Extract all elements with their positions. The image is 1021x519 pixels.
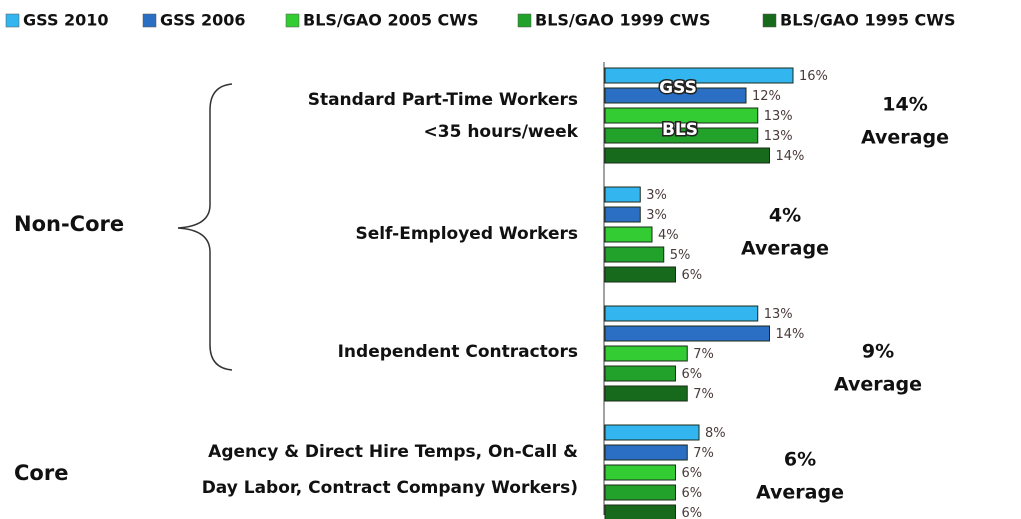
bar: [604, 424, 700, 441]
bar: [604, 385, 688, 402]
bar: [604, 325, 770, 342]
value-label: 6%: [682, 486, 703, 501]
value-label: 3%: [646, 208, 667, 223]
average-label: Average: [741, 238, 829, 260]
value-label: 13%: [764, 109, 793, 124]
value-label: 4%: [658, 228, 679, 243]
bar: [604, 147, 770, 164]
bar: [604, 226, 653, 243]
average-label: Average: [861, 127, 949, 149]
bar: [604, 246, 665, 263]
bar: [604, 87, 747, 104]
category-label: Self-Employed Workers: [355, 224, 578, 244]
group-label: Non-Core: [14, 212, 124, 236]
value-label: 5%: [670, 248, 691, 263]
legend-label: BLS/GAO 1999 CWS: [535, 11, 710, 30]
category-label: <35 hours/week: [424, 122, 579, 142]
legend-label: GSS 2010: [23, 11, 109, 30]
legend-swatch: [285, 13, 300, 28]
legend-label: BLS/GAO 1995 CWS: [780, 11, 955, 30]
legend-swatch: [517, 13, 532, 28]
legend-label: BLS/GAO 2005 CWS: [303, 11, 478, 30]
value-label: 13%: [764, 129, 793, 144]
value-label: 3%: [646, 188, 667, 203]
value-label: 8%: [705, 426, 726, 441]
legend-swatch: [762, 13, 777, 28]
bar: [604, 67, 794, 84]
bar: [604, 345, 688, 362]
bar-annotation: BLS: [662, 120, 698, 140]
bar: [604, 206, 641, 223]
value-label: 6%: [682, 466, 703, 481]
bar: [604, 444, 688, 461]
value-label: 7%: [693, 387, 714, 402]
value-label: 6%: [682, 268, 703, 283]
value-label: 7%: [693, 446, 714, 461]
value-label: 7%: [693, 347, 714, 362]
legend-swatch: [5, 13, 20, 28]
legend-label: GSS 2006: [160, 11, 246, 30]
bar: [604, 107, 759, 124]
bar: [604, 504, 676, 519]
category-label: Agency & Direct Hire Temps, On-Call &: [208, 442, 578, 462]
bar: [604, 365, 676, 382]
bar: [604, 305, 759, 322]
value-label: 6%: [682, 506, 703, 519]
category-label: Day Labor, Contract Company Workers): [202, 478, 578, 498]
value-label: 14%: [776, 327, 805, 342]
average-value: 14%: [882, 94, 927, 116]
value-label: 13%: [764, 307, 793, 322]
bar-annotation: GSS: [659, 78, 697, 98]
average-value: 4%: [769, 205, 801, 227]
average-label: Average: [756, 482, 844, 504]
legend-swatch: [142, 13, 157, 28]
value-label: 16%: [799, 69, 828, 84]
category-label: Independent Contractors: [338, 342, 578, 362]
average-label: Average: [834, 374, 922, 396]
average-value: 6%: [784, 449, 816, 471]
value-label: 14%: [776, 149, 805, 164]
category-label: Standard Part-Time Workers: [308, 90, 578, 110]
average-value: 9%: [862, 341, 894, 363]
bar: [604, 266, 676, 283]
bar: [604, 484, 676, 501]
bar: [604, 186, 641, 203]
bar: [604, 127, 759, 144]
group-label: Core: [14, 461, 68, 485]
brace: [177, 83, 233, 371]
value-label: 12%: [752, 89, 781, 104]
bar: [604, 464, 676, 481]
value-label: 6%: [682, 367, 703, 382]
